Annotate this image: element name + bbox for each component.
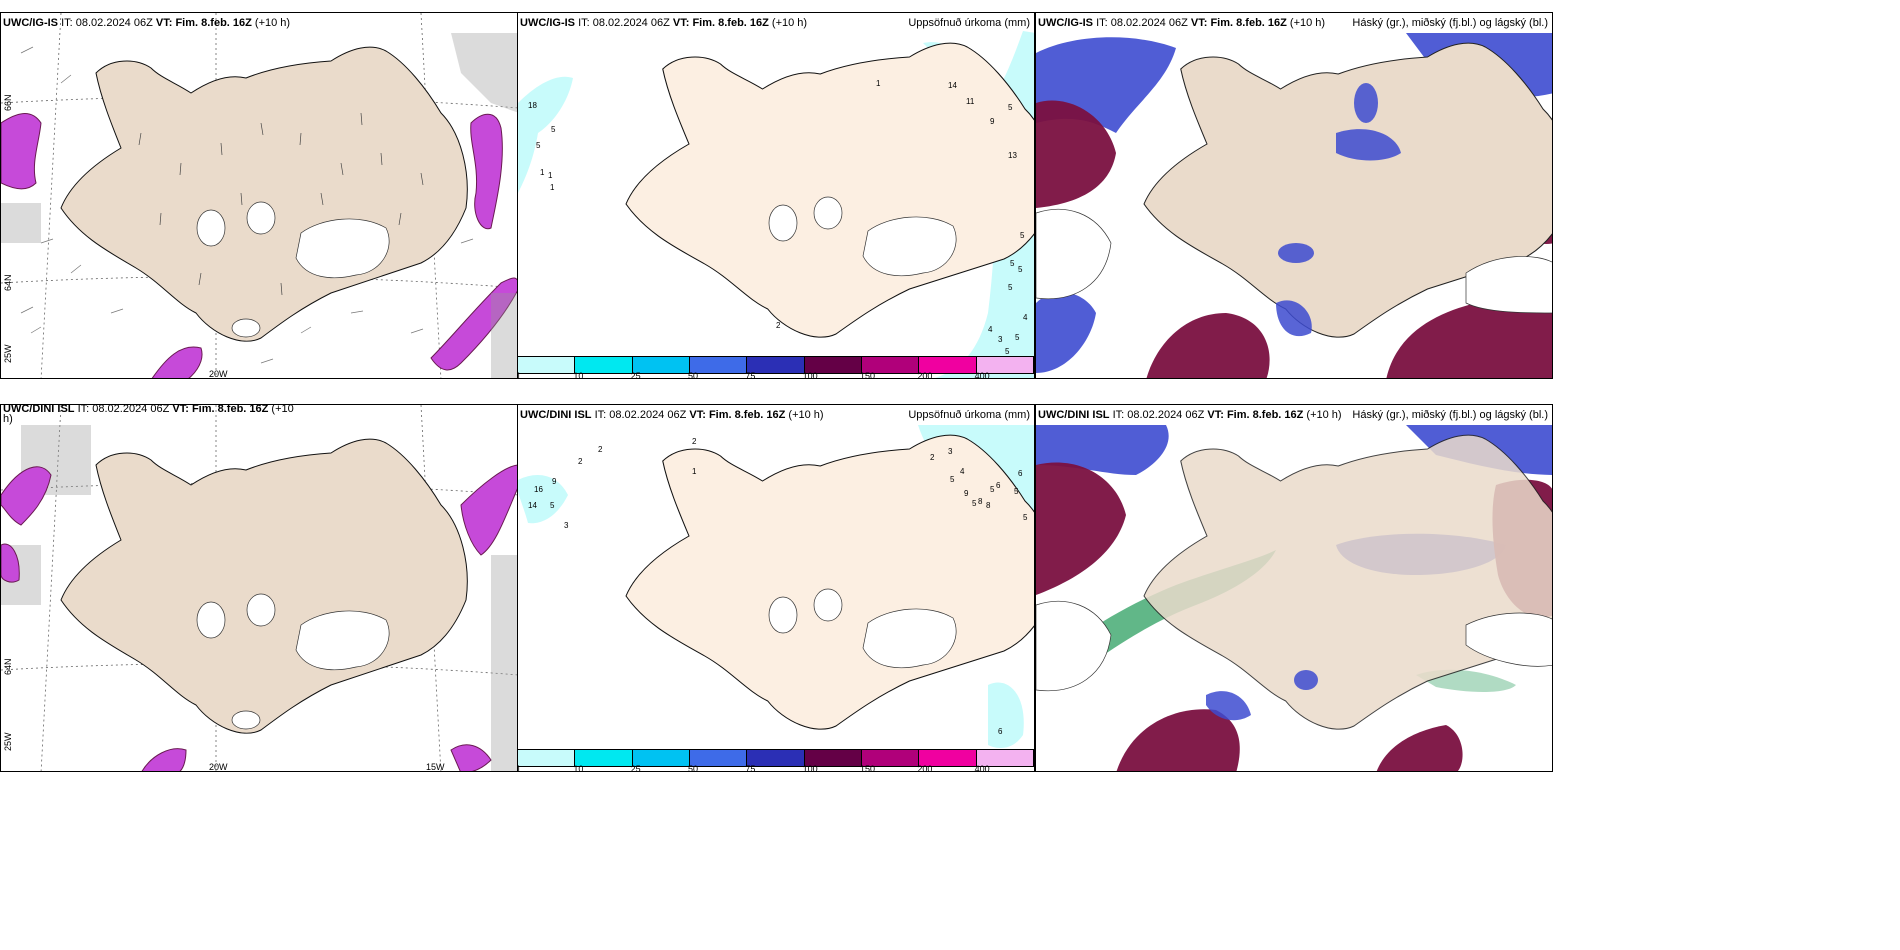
lat-label: 66N — [3, 94, 13, 111]
panel-header: UWC/IG-IS IT: 08.02.2024 06Z VT: Fim. 8.… — [518, 13, 1034, 33]
legend-swatch — [518, 357, 576, 373]
panel-header: UWC/IG-IS IT: 08.02.2024 06Z VT: Fim. 8.… — [3, 17, 291, 29]
lat-label: 64N — [3, 658, 13, 675]
legend-swatch — [632, 750, 690, 766]
legend-swatch — [804, 750, 862, 766]
precip-legend: 1 10 25 50 75 100 150 200 400 — [518, 356, 1034, 378]
legend-swatch — [518, 750, 576, 766]
wind-map — [1, 13, 517, 378]
legend-swatch — [976, 357, 1034, 373]
map-panel-clouds-dini: UWC/DINI ISL IT: 08.02.2024 06Z VT: Fim.… — [1035, 404, 1553, 772]
legend-swatch — [976, 750, 1034, 766]
legend-tick-label: 10 — [573, 764, 584, 772]
panel-header: UWC/DINI ISL IT: 08.02.2024 06Z VT: Fim.… — [518, 405, 1034, 425]
header-wrap: h) — [3, 413, 13, 425]
legend-swatch — [919, 750, 977, 766]
iceland-landmass — [1143, 434, 1552, 730]
legend-swatch — [861, 750, 920, 766]
legend-tick-label: 100 — [802, 764, 818, 772]
cloud-map — [1036, 425, 1552, 771]
legend-swatch — [804, 357, 862, 373]
product-title: Háský (gr.), miðský (fj.bl.) og lágský (… — [1352, 409, 1548, 421]
map-panel-wind-dini: UWC/DINI ISL IT: 08.02.2024 06Z VT: Fim.… — [0, 404, 518, 772]
legend-tick-label: 400 — [974, 371, 990, 379]
legend-swatch — [747, 750, 805, 766]
legend-tick-label: 150 — [860, 371, 876, 379]
legend-tick-label: 75 — [745, 371, 756, 379]
map-panel-precip-igis: UWC/IG-IS IT: 08.02.2024 06Z VT: Fim. 8.… — [517, 12, 1035, 379]
legend-swatch — [861, 357, 920, 373]
lon-label: 25W — [3, 344, 13, 363]
product-title: Uppsöfnuð úrkoma (mm) — [908, 17, 1030, 29]
lon-label: 20W — [209, 762, 228, 772]
legend-swatch — [632, 357, 690, 373]
legend-tick-label: 100 — [802, 371, 818, 379]
product-title: Uppsöfnuð úrkoma (mm) — [908, 409, 1030, 421]
precip-values-top: 18 5 5 1 1 1 14 11 9 5 13 5 5 5 5 4 4 3 … — [528, 79, 1028, 356]
lon-label: 15W — [426, 762, 445, 772]
map-panel-precip-dini: UWC/DINI ISL IT: 08.02.2024 06Z VT: Fim.… — [517, 404, 1035, 772]
wind-map — [1, 405, 517, 771]
legend-tick-label: 1 — [518, 372, 521, 379]
precip-legend: 1 10 25 50 75 100 150 200 400 — [518, 749, 1034, 771]
legend-swatch — [689, 750, 748, 766]
legend-tick-label: 75 — [745, 764, 756, 772]
legend-swatch — [575, 357, 633, 373]
cloud-map — [1036, 33, 1552, 378]
legend-tick-label: 200 — [917, 371, 933, 379]
legend-swatch — [747, 357, 805, 373]
map-panel-wind-igis: UWC/IG-IS IT: 08.02.2024 06Z VT: Fim. 8.… — [0, 12, 518, 379]
legend-tick-label: 150 — [860, 764, 876, 772]
legend-swatch — [689, 357, 748, 373]
precip-values-bottom: 2 2 2 1 9 16 5 14 3 2 3 4 5 9 6 6 5 5 8 … — [528, 437, 1028, 736]
map-panel-clouds-igis: UWC/IG-IS IT: 08.02.2024 06Z VT: Fim. 8.… — [1035, 12, 1553, 379]
panel-header: UWC/DINI ISL IT: 08.02.2024 06Z VT: Fim.… — [1036, 405, 1552, 425]
iceland-landmass — [60, 438, 468, 734]
precip-map — [518, 31, 1034, 378]
legend-tick-label: 25 — [630, 764, 641, 772]
legend-tick-label: 400 — [974, 764, 990, 772]
legend-swatch — [919, 357, 977, 373]
precip-map — [518, 425, 1034, 748]
legend-tick-label: 10 — [573, 371, 584, 379]
lat-label: 64N — [3, 274, 13, 291]
legend-tick-label: 50 — [688, 371, 699, 379]
panel-header: UWC/DINI ISL IT: 08.02.2024 06Z VT: Fim.… — [3, 404, 294, 415]
legend-tick-label: 25 — [630, 371, 641, 379]
legend-tick-label: 50 — [688, 764, 699, 772]
lon-label: 20W — [209, 369, 228, 379]
product-title: Háský (gr.), miðský (fj.bl.) og lágský (… — [1352, 17, 1548, 29]
lon-label: 25W — [3, 732, 13, 751]
legend-swatch — [575, 750, 633, 766]
panel-header: UWC/IG-IS IT: 08.02.2024 06Z VT: Fim. 8.… — [1036, 13, 1552, 33]
legend-tick-label: 200 — [917, 764, 933, 772]
iceland-landmass — [60, 46, 468, 342]
legend-tick-label: 1 — [518, 765, 521, 772]
